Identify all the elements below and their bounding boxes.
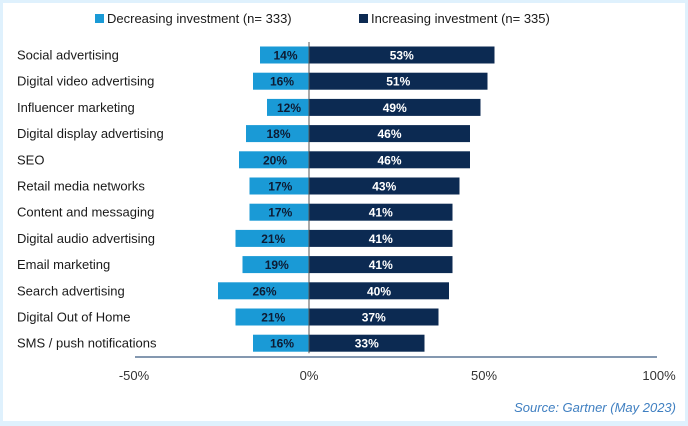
bar-decreasing [260,46,309,64]
bar-decreasing [239,151,309,169]
bar-increasing [309,308,439,326]
bar-increasing [309,229,453,247]
bar-label-increasing: 40% [367,284,391,298]
bar-label-decreasing: 20% [263,153,287,167]
legend-swatch-decreasing [95,14,104,23]
bar-decreasing [235,308,309,326]
category-label: Search advertising [17,283,125,298]
bar-label-increasing: 41% [369,258,393,272]
bar-increasing [309,334,425,352]
bar-increasing [309,177,460,195]
bar-increasing [309,203,453,221]
bar-label-decreasing: 14% [273,49,297,63]
category-label: Digital display advertising [17,126,164,141]
bar-increasing [309,151,470,169]
bar-label-increasing: 41% [369,232,393,246]
category-label: Influencer marketing [17,100,135,115]
bar-decreasing [246,125,309,143]
category-label: Social advertising [17,48,119,63]
bar-increasing [309,282,449,300]
category-label: SMS / push notifications [17,336,157,351]
bar-label-decreasing: 17% [268,206,292,220]
x-tick-label: 100% [642,368,676,383]
bar-increasing [309,98,481,116]
bar-increasing [309,46,495,64]
category-label: Digital audio advertising [17,231,155,246]
bar-label-decreasing: 16% [270,75,294,89]
category-label: Digital video advertising [17,74,154,89]
legend: Decreasing investment (n= 333) Increasin… [95,11,550,26]
bar-increasing [309,256,453,274]
legend-label-increasing: Increasing investment (n= 335) [371,11,550,26]
x-tick-label: 50% [471,368,497,383]
bar-label-decreasing: 21% [261,232,285,246]
category-label: Email marketing [17,257,110,272]
bar-label-increasing: 33% [355,337,379,351]
bar-decreasing [267,98,309,116]
bar-decreasing [253,72,309,90]
bar-label-decreasing: 26% [252,284,276,298]
category-label: SEO [17,152,44,167]
bar-label-increasing: 37% [362,311,386,325]
bar-label-decreasing: 12% [277,101,301,115]
bar-increasing [309,72,488,90]
category-label: Retail media networks [17,179,145,194]
x-axis-ticks: -50% 0% 50% 100% [119,368,676,383]
bar-label-increasing: 46% [377,153,401,167]
bar-label-increasing: 49% [383,101,407,115]
category-label: Digital Out of Home [17,310,130,325]
bar-label-decreasing: 21% [261,311,285,325]
bar-decreasing [218,282,309,300]
category-labels: Social advertising Digital video advertis… [17,48,164,351]
bar-label-increasing: 51% [386,75,410,89]
bar-labels: 14% 53% 16% 51% 12% 49% 18% 46% 20% 46% 17% 43% 17% 4… [252,49,414,351]
bar-label-increasing: 53% [390,49,414,63]
bar-label-increasing: 43% [372,180,396,194]
bar-decreasing [253,334,309,352]
bar-decreasing [249,177,309,195]
category-label: Content and messaging [17,205,154,220]
source-note: Source: Gartner (May 2023) [514,400,676,415]
x-tick-label: 0% [300,368,319,383]
legend-swatch-increasing [359,14,368,23]
legend-label-decreasing: Decreasing investment (n= 333) [107,11,292,26]
bar-decreasing [249,203,309,221]
x-tick-label: -50% [119,368,150,383]
bar-label-increasing: 41% [369,206,393,220]
bar-label-decreasing: 18% [266,127,290,141]
bar-label-decreasing: 16% [270,337,294,351]
bar-decreasing [235,229,309,247]
bar-label-decreasing: 17% [268,180,292,194]
bars [218,46,495,352]
bar-label-decreasing: 19% [265,258,289,272]
bar-increasing [309,125,470,143]
bar-label-increasing: 46% [377,127,401,141]
bar-decreasing [242,256,309,274]
